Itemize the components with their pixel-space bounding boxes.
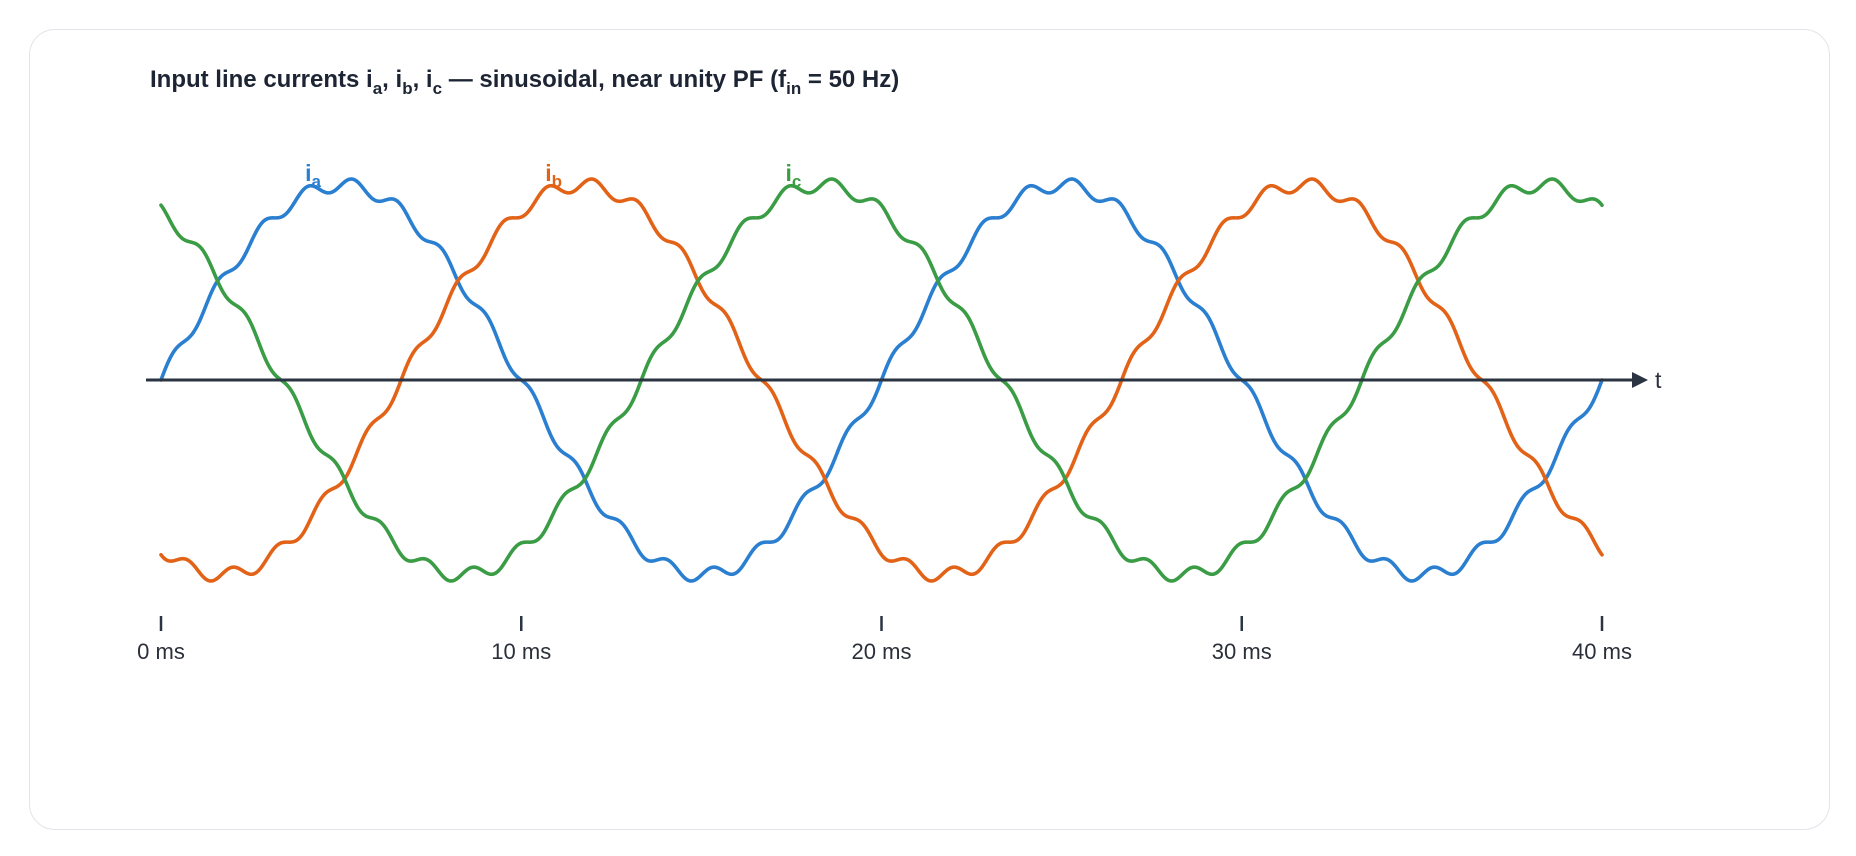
chart-card bbox=[29, 29, 1830, 830]
x-tick-label: 20 ms bbox=[852, 639, 912, 664]
x-tick-label: 30 ms bbox=[1212, 639, 1272, 664]
series-label-c: ic bbox=[785, 160, 801, 191]
time-axis-arrow-icon bbox=[1632, 372, 1648, 388]
x-axis-label: t bbox=[1655, 367, 1662, 393]
series-label-a: ia bbox=[305, 160, 321, 191]
series-label-b: ib bbox=[545, 160, 562, 191]
series-labels: ia ib ic bbox=[305, 160, 801, 191]
x-tick-label: 40 ms bbox=[1572, 639, 1632, 664]
x-axis: t 0 ms 10 ms 20 ms 30 ms 40 ms bbox=[137, 367, 1662, 664]
x-tick-label: 10 ms bbox=[491, 639, 551, 664]
x-tick-label: 0 ms bbox=[137, 639, 185, 664]
chart-title: Input line currents ia, ib, ic — sinusoi… bbox=[150, 66, 899, 98]
